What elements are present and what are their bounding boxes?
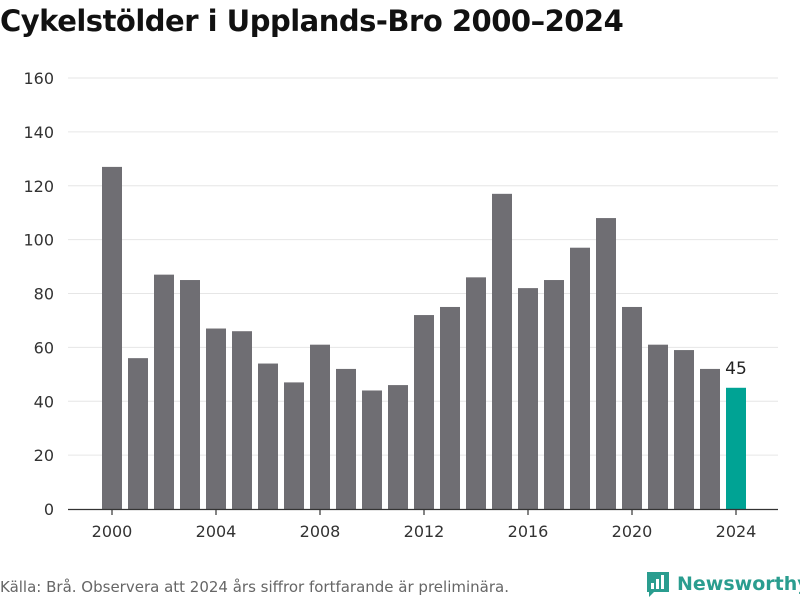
bar-2011 [388,385,408,509]
y-tick-label: 160 [23,69,54,88]
bar-chart-logo-icon [647,572,669,597]
bars [102,166,746,510]
bar-2023 [700,368,720,509]
bar-2017 [544,280,564,509]
bar-2010 [362,390,382,509]
y-tick-label: 60 [34,338,54,357]
bar-2022 [674,350,694,509]
bar-2007 [284,382,304,509]
bar-2021 [648,344,668,509]
bar-2008 [310,344,330,509]
bar-2024 [726,387,746,509]
bar-2013 [440,306,460,509]
bar-2012 [414,315,434,509]
source-note: Källa: Brå. Observera att 2024 års siffr… [0,578,509,596]
x-axis-ticks: 2000 2004 2008 2012 2016 2020 2024 [92,509,757,541]
x-tick-label: 2012 [404,522,445,541]
data-labels: 45 [725,359,747,379]
brand-name: Newsworthy [677,573,800,595]
bar-2016 [518,288,538,509]
y-tick-label: 0 [44,500,54,519]
x-tick-label: 2024 [716,522,757,541]
y-tick-label: 40 [34,392,54,411]
y-tick-label: 100 [23,231,54,250]
bar-2003 [180,280,200,509]
bar-2020 [622,306,642,509]
bar-2004 [206,328,226,509]
brand-logo: Newsworthy [645,570,800,598]
y-axis-ticks: 0 20 40 60 80 100 120 140 160 [23,69,54,519]
x-tick-label: 2004 [196,522,237,541]
x-tick-label: 2020 [612,522,653,541]
bar-2014 [466,277,486,509]
data-label-2024: 45 [725,359,747,379]
x-tick-label: 2000 [92,522,133,541]
bar-2009 [336,368,356,509]
bar-2015 [492,193,512,510]
y-tick-label: 140 [23,123,54,142]
bar-2000 [102,166,122,510]
bar-2019 [596,218,616,509]
bar-2006 [258,363,278,509]
bar-2005 [232,331,252,509]
y-tick-label: 20 [34,446,54,465]
bar-2018 [570,247,590,510]
y-tick-label: 120 [23,177,54,196]
y-tick-label: 80 [34,285,54,304]
bar-2001 [128,358,148,509]
chart-title: Cykelstölder i Upplands-Bro 2000–2024 [0,4,624,38]
x-tick-label: 2008 [300,522,341,541]
x-tick-label: 2016 [508,522,549,541]
bar-2002 [154,274,174,509]
